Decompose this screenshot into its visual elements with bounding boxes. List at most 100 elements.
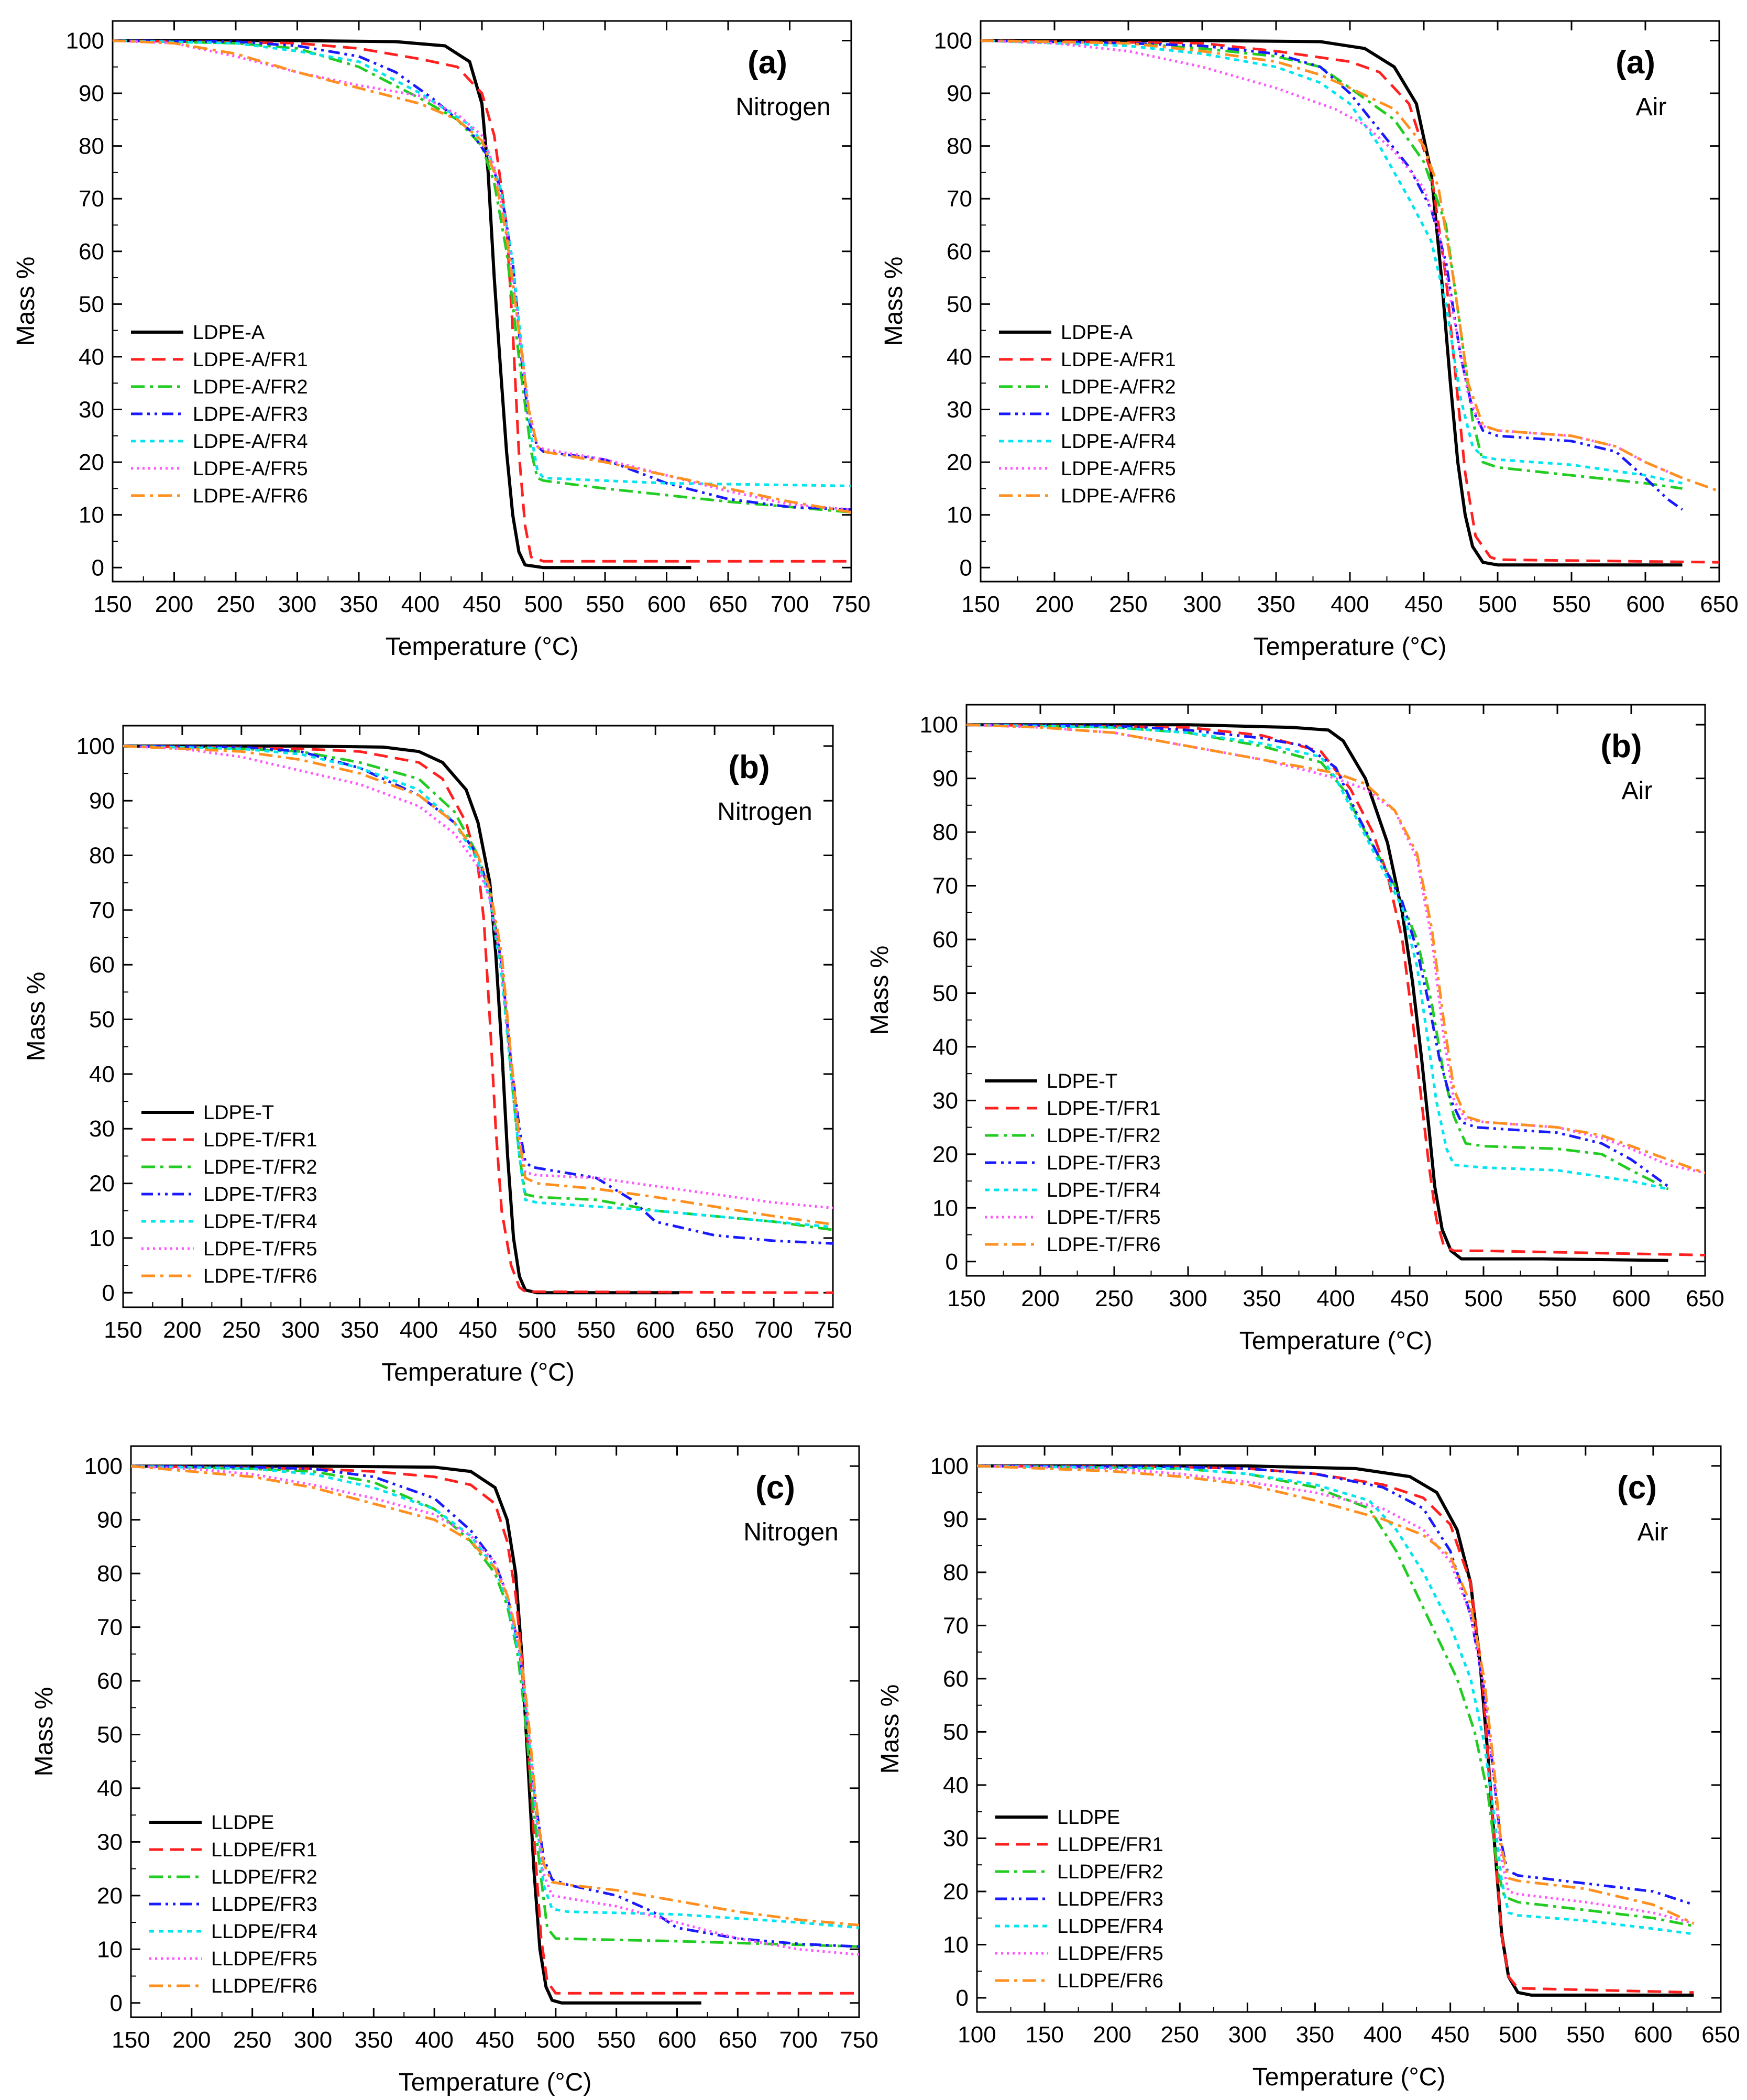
chart-panel-3: 150 200 250 300 350 400 450 500 550 600 650 0 10 20 30…	[866, 704, 1724, 1355]
legend-label: LLDPE/FR3	[211, 1894, 317, 1916]
x-tick-label: 450	[1404, 592, 1443, 617]
y-tick-label: 10	[89, 1226, 115, 1251]
y-tick-label: 80	[943, 1560, 969, 1585]
series-line-lldpe-fr6	[977, 1464, 1695, 1925]
chart-panel-1: 150 200 250 300 350 400 450 500 550 600 650 0 10 20 30…	[880, 20, 1739, 661]
x-tick-label: 200	[1021, 1286, 1059, 1311]
legend-label: LDPE-T/FR4	[1047, 1179, 1160, 1201]
legend-label: LLDPE/FR4	[1057, 1916, 1163, 1938]
x-tick-label: 550	[586, 592, 624, 617]
series-line-lldpe-fr4	[977, 1464, 1694, 1935]
y-tick-label: 20	[943, 1879, 969, 1905]
x-tick-label: 650	[1686, 1286, 1724, 1311]
panel-label: (c)	[755, 1470, 795, 1506]
series-line-ldpe-a	[113, 39, 691, 570]
y-tick-label: 60	[89, 952, 115, 978]
x-tick-label: 750	[832, 592, 870, 617]
x-tick-label: 150	[1025, 2022, 1063, 2048]
series-group	[966, 723, 1705, 1262]
legend-label: LDPE-A/FR2	[1061, 376, 1176, 398]
y-tick-label: 0	[92, 555, 104, 581]
x-tick-label: 350	[339, 592, 378, 617]
x-tick-label: 200	[172, 2027, 211, 2053]
x-tick-label: 350	[355, 2027, 393, 2053]
y-tick-label: 50	[97, 1722, 123, 1747]
series-line-lldpe-fr3	[977, 1464, 1695, 1906]
y-tick-label: 60	[943, 1666, 969, 1692]
x-tick-label: 500	[1499, 2022, 1537, 2048]
x-tick-label: 400	[1364, 2022, 1402, 2048]
legend: LDPE-T LDPE-T/FR1 LDPE-T/FR2 LDPE-T/FR3 LDPE…	[985, 1070, 1160, 1256]
y-tick-label: 100	[84, 1453, 123, 1479]
x-tick-label: 300	[281, 1317, 320, 1343]
panel-label: (b)	[728, 749, 770, 785]
x-tick-label: 250	[1161, 2022, 1199, 2048]
y-axis-title: Mass %	[30, 1687, 58, 1777]
y-tick-label: 100	[76, 734, 115, 759]
y-tick-label: 60	[79, 239, 104, 265]
x-tick-label: 550	[577, 1317, 616, 1343]
x-tick-label: 750	[814, 1317, 852, 1343]
y-tick-label: 70	[947, 186, 972, 212]
legend-label: LDPE-A/FR3	[1061, 403, 1176, 425]
y-tick-label: 30	[79, 397, 104, 423]
legend-label: LDPE-A/FR1	[193, 349, 308, 371]
x-tick-label: 550	[1552, 592, 1590, 617]
atmosphere-label: Nitrogen	[735, 93, 830, 121]
y-tick-label: 10	[79, 502, 104, 528]
series-group	[123, 744, 833, 1295]
legend-label: LDPE-A/FR4	[1061, 431, 1176, 453]
panel-label: (b)	[1600, 728, 1642, 764]
series-line-ldpe-a-fr4	[981, 39, 1683, 485]
x-tick-label: 150	[104, 1317, 142, 1343]
x-tick-label: 350	[1243, 1286, 1281, 1311]
x-tick-label: 700	[771, 592, 809, 617]
legend-label: LLDPE/FR5	[1057, 1943, 1163, 1965]
y-tick-label: 70	[97, 1615, 123, 1640]
x-tick-label: 750	[840, 2027, 878, 2053]
y-tick-label: 50	[89, 1007, 115, 1033]
atmosphere-label: Air	[1636, 93, 1667, 121]
y-tick-label: 80	[97, 1561, 123, 1587]
panel-label: (a)	[748, 45, 787, 81]
x-tick-label: 400	[1316, 1286, 1355, 1311]
series-line-ldpe-t-fr5	[966, 723, 1705, 1175]
y-tick-label: 10	[97, 1937, 123, 1962]
x-tick-label: 450	[459, 1317, 497, 1343]
y-axis-title: Mass %	[876, 1685, 904, 1774]
y-tick-label: 20	[79, 450, 104, 475]
y-axis-title: Mass %	[880, 257, 908, 346]
legend-label: LLDPE/FR1	[1057, 1834, 1163, 1856]
x-tick-label: 300	[294, 2027, 332, 2053]
x-tick-label: 250	[1109, 592, 1147, 617]
x-axis-title: Temperature (°C)	[1239, 1327, 1433, 1355]
series-line-ldpe-t-fr1	[966, 723, 1705, 1256]
y-tick-label: 30	[932, 1088, 958, 1113]
x-tick-label: 400	[401, 592, 440, 617]
y-tick-label: 90	[89, 788, 115, 814]
legend-label: LLDPE/FR6	[211, 1975, 317, 1997]
x-tick-label: 600	[636, 1317, 675, 1343]
legend-label: LLDPE/FR6	[1057, 1970, 1163, 1992]
legend-label: LDPE-A/FR2	[193, 376, 308, 398]
x-tick-label: 250	[1095, 1286, 1133, 1311]
legend-label: LDPE-T/FR1	[203, 1129, 317, 1151]
x-tick-label: 450	[476, 2027, 514, 2053]
series-line-ldpe-a-fr1	[981, 39, 1719, 564]
legend-label: LDPE-A/FR4	[193, 431, 308, 453]
legend-label: LDPE-T/FR1	[1047, 1098, 1160, 1120]
legend-label: LDPE-A/FR5	[193, 458, 308, 480]
y-tick-label: 60	[97, 1668, 123, 1694]
legend-label: LDPE-T/FR3	[203, 1184, 317, 1206]
legend-label: LDPE-T/FR2	[203, 1156, 317, 1178]
x-tick-label: 400	[415, 2027, 453, 2053]
y-tick-label: 30	[97, 1829, 123, 1855]
legend-label: LDPE-A	[193, 322, 265, 344]
y-tick-label: 20	[89, 1171, 115, 1197]
x-tick-label: 600	[658, 2027, 696, 2053]
y-tick-label: 10	[947, 502, 972, 528]
y-tick-label: 80	[947, 134, 972, 159]
x-tick-label: 700	[754, 1317, 793, 1343]
legend-label: LDPE-T	[1047, 1070, 1117, 1092]
